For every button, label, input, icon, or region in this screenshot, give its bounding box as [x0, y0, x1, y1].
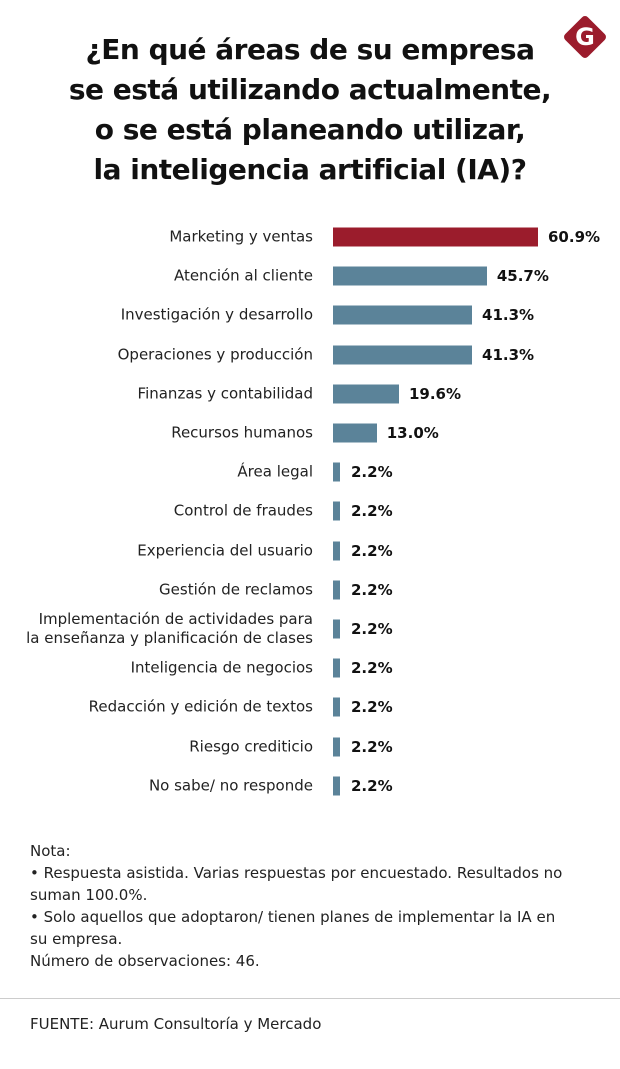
value-label: 19.6%: [408, 384, 462, 403]
bar: [333, 423, 377, 443]
category-label: Control de fraudes: [173, 501, 313, 520]
value-label: 41.3%: [482, 306, 535, 325]
value-label: 2.2%: [351, 502, 393, 521]
category-label: Inteligencia de negocios: [130, 658, 313, 677]
value-label: 2.2%: [351, 463, 393, 482]
category-label: No sabe/ no responde: [148, 776, 313, 795]
bar: [333, 776, 341, 796]
bar: [333, 658, 341, 678]
value-label: 41.3%: [482, 345, 535, 364]
category-label: Área legal: [237, 462, 313, 481]
value-label: 2.2%: [351, 698, 393, 717]
separator: [0, 998, 620, 999]
value-label: 2.2%: [351, 737, 393, 756]
bar: [333, 345, 473, 365]
value-label: 45.7%: [496, 267, 549, 286]
bar: [333, 462, 341, 482]
bar: [333, 619, 341, 639]
category-label: Investigación y desarrollo: [120, 305, 313, 324]
category-label: Finanzas y contabilidad: [137, 384, 313, 403]
bar: [333, 227, 538, 247]
bar: [333, 266, 487, 286]
category-label: Riesgo crediticio: [189, 737, 313, 756]
bar: [333, 501, 341, 521]
bar: [333, 384, 399, 404]
bar: [333, 580, 341, 600]
category-label: Recursos humanos: [171, 423, 313, 442]
logo: G: [562, 14, 608, 60]
note-item: • Solo aquellos que adoptaron/ tienen pl…: [30, 908, 556, 948]
note-observations: Número de observaciones: 46.: [30, 952, 260, 970]
value-label: 2.2%: [351, 580, 393, 599]
value-label: 2.2%: [351, 620, 393, 638]
category-label: Gestión de reclamos: [159, 580, 313, 599]
bar: [333, 305, 473, 325]
category-label: Marketing y ventas: [169, 227, 313, 246]
bar: [333, 697, 341, 717]
logo-letter: G: [575, 23, 595, 51]
note-item: • Respuesta asistida. Varias respuestas …: [30, 864, 563, 904]
source: FUENTE: Aurum Consultoría y Mercado: [30, 1015, 322, 1033]
category-label: Implementación de actividades para la en…: [26, 610, 313, 647]
category-label: Atención al cliente: [173, 266, 313, 285]
value-label: 2.2%: [351, 659, 393, 678]
category-label: Experiencia del usuario: [137, 541, 313, 560]
category-label: Redacción y edición de textos: [88, 697, 313, 716]
note-heading: Nota:: [30, 842, 71, 860]
value-label: 2.2%: [351, 541, 393, 560]
chart-title: ¿En qué áreas de su empresa se está util…: [68, 33, 552, 186]
value-label: 60.9%: [548, 228, 601, 246]
bar: [333, 541, 341, 561]
value-label: 2.2%: [351, 776, 393, 795]
category-label: Operaciones y producción: [117, 345, 313, 364]
note: Nota: • Respuesta asistida. Varias respu…: [30, 840, 570, 972]
value-label: 13.0%: [386, 424, 439, 442]
bar: [333, 737, 341, 757]
